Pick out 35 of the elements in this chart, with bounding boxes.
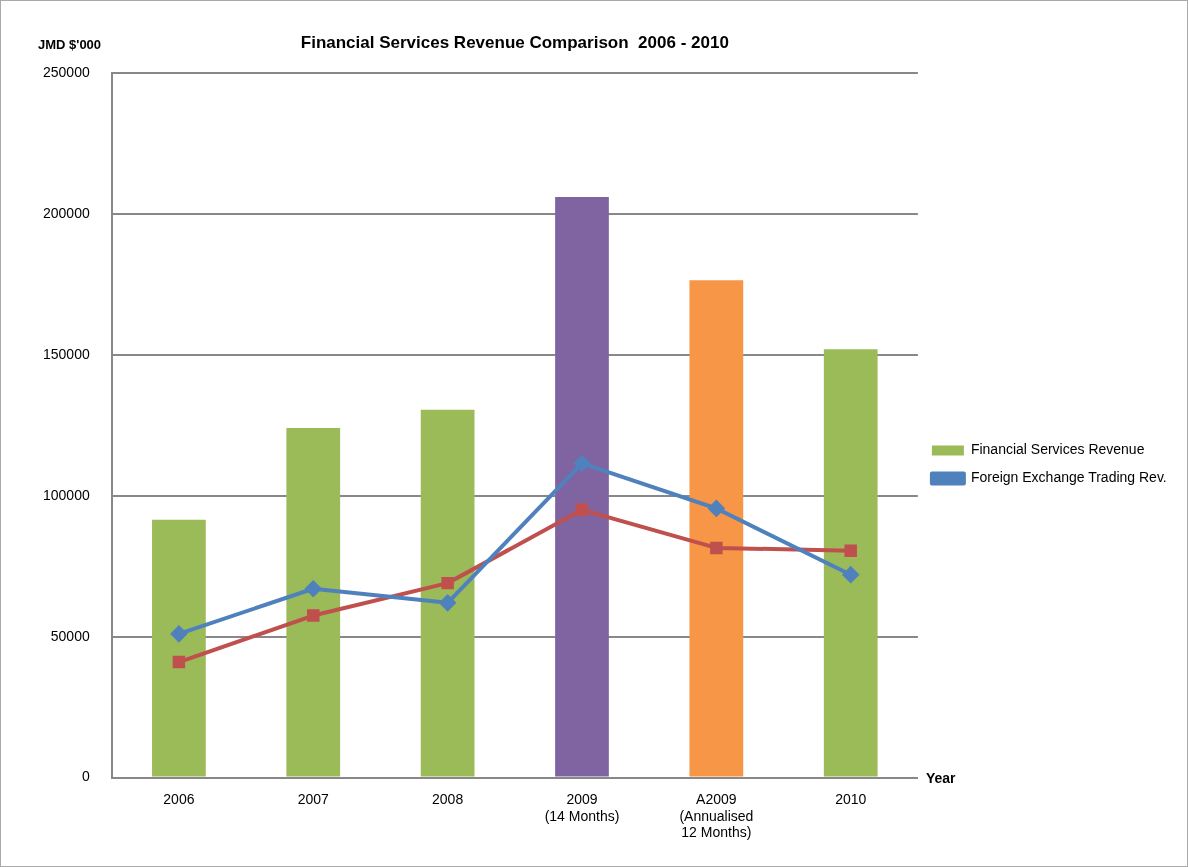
y-tick-label: 200000 [43,204,90,221]
x-tick-label: 2009 (14 Months) [544,790,620,824]
point [441,576,454,590]
point [307,609,320,622]
x-tick-label: A2009 (Annualised 12 Months) [679,790,754,841]
x-tick-label: 2008 [432,790,464,807]
point [439,594,456,611]
point [844,544,857,557]
y-tick-label: 150000 [43,345,90,362]
y-tick-label: 50000 [50,627,90,644]
bar [420,409,475,777]
x-tick-label: 2007 [297,790,330,807]
point [170,625,187,642]
y-tick-label: 100000 [43,486,90,503]
point [305,580,322,597]
point [708,500,725,517]
y-tick-label: 0 [81,768,90,785]
point [573,455,590,472]
y-tick-label: 250000 [43,63,90,80]
point [172,655,186,669]
bar [152,519,206,777]
y-axis-title: JMD $'000 [38,37,102,52]
point [842,566,859,583]
legend-label: Financial Services Revenue [970,441,1145,458]
chart-title: Financial Services Revenue Comparison 2006 - 2010 [300,33,729,52]
x-tick-label: 2010 [835,790,867,807]
x-axis-title: Year [925,770,957,787]
bar [555,197,609,777]
point [710,541,723,555]
point [575,503,589,517]
bar [689,280,744,777]
bar [823,349,878,777]
bar [286,428,341,777]
x-tick-label: 2006 [163,790,195,807]
legend-label: Foreign Exchange Trading Rev. [970,469,1167,486]
